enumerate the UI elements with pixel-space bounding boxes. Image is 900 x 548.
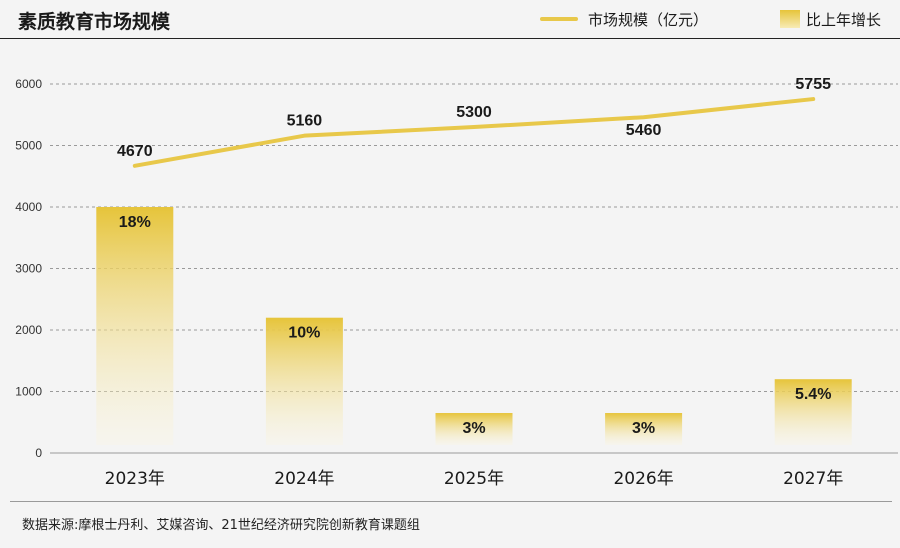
label-layer: 18% 10% 3% 3% 5.4% 4670 5160 5300 5460 5755 2023年 2… [105, 76, 844, 489]
y-tick-label: 3000 [15, 262, 42, 276]
y-tick-label: 2000 [15, 323, 42, 337]
market-size-label: 5300 [456, 104, 492, 121]
growth-bar-label: 3% [632, 420, 655, 437]
market-size-label: 4670 [117, 143, 153, 160]
bar-layer [96, 207, 852, 445]
market-size-label: 5460 [626, 122, 662, 139]
growth-bar-label: 5.4% [795, 386, 831, 403]
header-divider [0, 38, 900, 39]
growth-bar [265, 317, 343, 445]
y-tick-label: 4000 [15, 200, 42, 214]
source-note: 数据来源:摩根士丹利、艾媒咨询、21世纪经济研究院创新教育课题组 [22, 518, 420, 533]
x-tick-label: 2026年 [613, 469, 673, 489]
growth-bar-label: 10% [288, 325, 320, 342]
chart-header: 素质教育市场规模 市场规模（亿元） 比上年增长 [0, 0, 900, 40]
growth-bar [774, 379, 852, 445]
legend-bar-swatch [780, 10, 800, 28]
growth-bar [435, 413, 513, 445]
y-tick-label: 5000 [15, 139, 42, 153]
legend-item-market-size: 市场规模（亿元） [540, 9, 708, 29]
line-layer [132, 97, 816, 168]
legend-item-growth: 比上年增长 [780, 9, 881, 29]
growth-bar-label: 3% [462, 420, 485, 437]
market-size-label: 5160 [287, 113, 323, 130]
growth-bar [605, 413, 683, 445]
growth-bar-label: 18% [119, 214, 151, 231]
x-tick-label: 2027年 [783, 469, 843, 489]
growth-bar [96, 207, 174, 445]
legend-label-market-size: 市场规模（亿元） [588, 10, 709, 29]
grid-layer: 0 1000 2000 3000 4000 5000 6000 [15, 77, 898, 460]
x-tick-label: 2023年 [105, 469, 165, 489]
market-size-line [132, 97, 816, 168]
x-tick-label: 2025年 [444, 469, 504, 489]
x-tick-label: 2024年 [274, 469, 334, 489]
market-size-label: 5755 [795, 76, 831, 93]
y-tick-label: 1000 [15, 385, 42, 399]
chart-title: 素质教育市场规模 [18, 11, 171, 33]
legend-label-growth: 比上年增长 [806, 10, 882, 29]
source-divider [10, 501, 892, 502]
legend-line-swatch [540, 17, 578, 21]
combo-chart: 0 1000 2000 3000 4000 5000 6000 18% 10% 3% 3% 5.4%… [15, 76, 898, 489]
y-tick-label: 0 [35, 446, 42, 460]
y-tick-label: 6000 [15, 77, 42, 91]
